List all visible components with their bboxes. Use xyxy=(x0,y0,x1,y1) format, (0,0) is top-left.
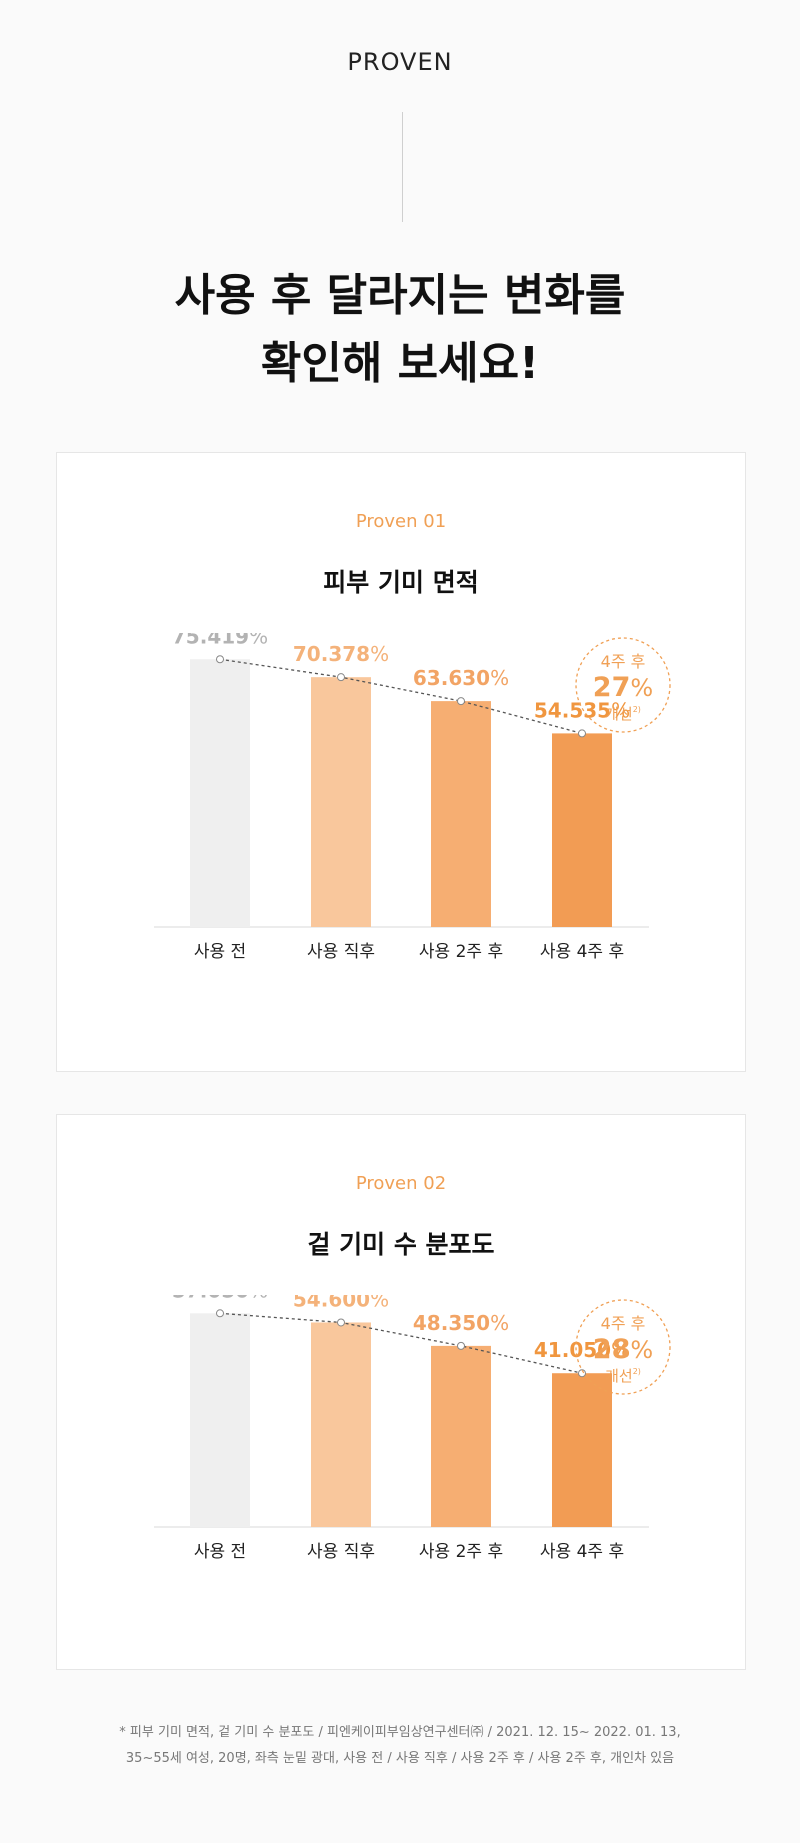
footnote-line-1: * 피부 기미 면적, 겉 기미 수 분포도 / 피엔케이피부임상연구센터㈜ /… xyxy=(119,1725,681,1740)
chart-title: 피부 기미 면적 xyxy=(323,568,479,597)
trend-point xyxy=(337,673,345,682)
data-label: 48.350% xyxy=(413,1311,509,1335)
bar xyxy=(190,1313,250,1527)
chart-title: 겉 기미 수 분포도 xyxy=(307,1230,495,1259)
trend-point xyxy=(337,1318,345,1327)
data-label: 54.600% xyxy=(293,1295,389,1311)
trend-point xyxy=(457,697,465,706)
x-tick-label: 사용 2주 후 xyxy=(419,1542,503,1562)
chart-kicker: Proven 01 xyxy=(355,511,447,532)
data-label: 75.419% xyxy=(172,633,268,648)
data-label: 57.050% xyxy=(172,1295,268,1302)
x-tick-label: 사용 2주 후 xyxy=(419,942,503,962)
brand-logo: PROVEN xyxy=(347,48,453,76)
improvement-badge xyxy=(575,1299,671,1395)
bar xyxy=(431,701,491,927)
trend-line xyxy=(219,1312,583,1374)
x-tick-label: 사용 직후 xyxy=(307,942,375,962)
x-tick-label: 사용 직후 xyxy=(307,1542,375,1562)
headline-line-2: 확인해 보세요! xyxy=(260,338,540,389)
chart-card-1: Proven 01 피부 기미 면적 75.419% 사용 전 70.378% 사용 … xyxy=(56,452,746,1072)
divider-line xyxy=(402,112,403,222)
badge-bottom: 개선2) xyxy=(605,705,641,723)
headline: 사용 후 달라지는 변화를 확인해 보세요! xyxy=(0,262,800,398)
data-label: 54.535% xyxy=(534,698,630,722)
chart-card-2: Proven 02 겉 기미 수 분포도 57.050% 사용 전 54.600% 사… xyxy=(56,1114,746,1670)
trend-point xyxy=(216,655,224,664)
trend-point xyxy=(578,729,586,738)
bar xyxy=(311,677,371,927)
bar xyxy=(190,659,250,927)
bar xyxy=(311,1322,371,1527)
bar xyxy=(552,1373,612,1527)
headline-line-1: 사용 후 달라지는 변화를 xyxy=(174,270,626,321)
badge-value: 27% xyxy=(593,672,653,703)
x-tick-label: 사용 4주 후 xyxy=(540,1542,624,1562)
badge-top: 4주 후 xyxy=(601,1314,646,1333)
trend-point xyxy=(216,1309,224,1318)
bar xyxy=(552,733,612,927)
footnote-line-2: 35~55세 여성, 20명, 좌측 눈밑 광대, 사용 전 / 사용 직후 /… xyxy=(125,1751,675,1766)
improvement-badge xyxy=(575,637,671,733)
badge-value: 28% xyxy=(593,1334,653,1365)
chart-kicker: Proven 02 xyxy=(355,1173,447,1194)
x-tick-label: 사용 전 xyxy=(194,1542,246,1562)
data-label: 41.050% xyxy=(534,1338,630,1362)
data-label: 63.630% xyxy=(413,666,509,690)
footnote: * 피부 기미 면적, 겉 기미 수 분포도 / 피엔케이피부임상연구센터㈜ /… xyxy=(0,1720,800,1772)
trend-point xyxy=(457,1341,465,1350)
trend-point xyxy=(578,1369,586,1378)
badge-bottom: 개선2) xyxy=(605,1367,641,1385)
bar-chart-spot-distribution: 57.050% 사용 전 54.600% 사용 직후 48.350% 사용 2주 후 41.… xyxy=(154,1295,671,1562)
x-tick-label: 사용 4주 후 xyxy=(540,942,624,962)
badge-top: 4주 후 xyxy=(601,652,646,671)
data-label: 70.378% xyxy=(293,642,389,666)
bar-chart-spot-area: 75.419% 사용 전 70.378% 사용 직후 63.630% 사용 2주 후 54.… xyxy=(154,633,671,962)
trend-line xyxy=(219,658,583,735)
bar xyxy=(431,1345,491,1527)
x-tick-label: 사용 전 xyxy=(194,942,246,962)
